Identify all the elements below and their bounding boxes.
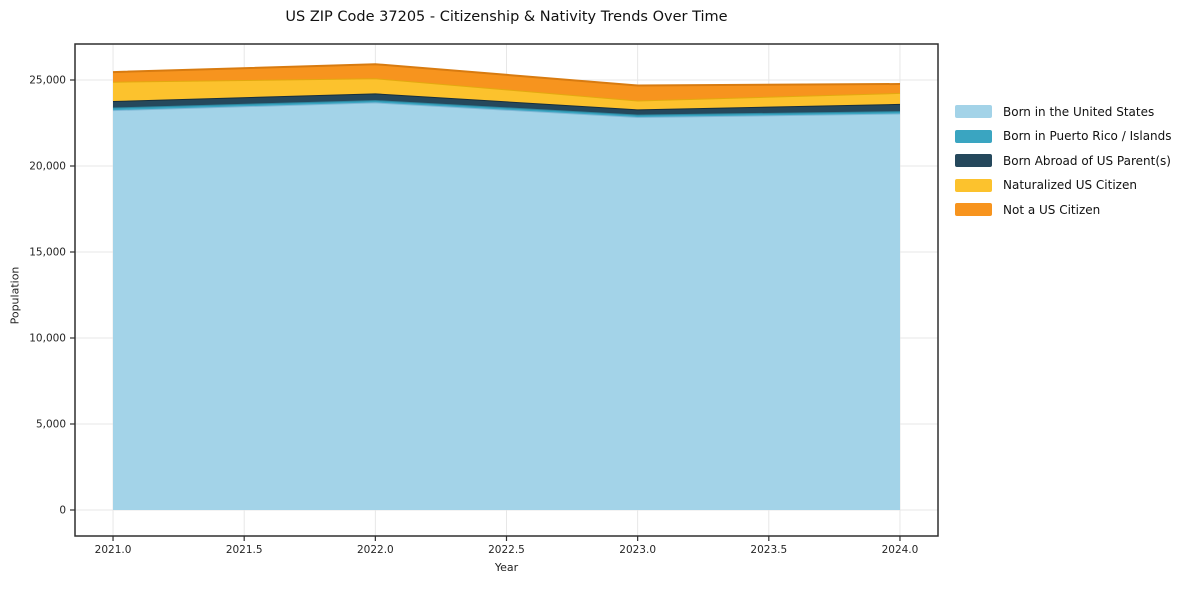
area-band-0 — [113, 102, 900, 511]
legend-swatch-puerto-rico — [955, 129, 992, 143]
legend-label-born-abroad: Born Abroad of US Parent(s) — [1003, 153, 1171, 168]
x-tick-label: 2023.0 — [619, 544, 656, 556]
stack-areas — [112, 63, 901, 511]
legend-item-born-abroad: Born Abroad of US Parent(s) — [955, 153, 1172, 168]
y-tick-label: 20,000 — [29, 160, 66, 172]
legend-swatch-naturalized — [955, 178, 992, 192]
legend-label-born-us: Born in the United States — [1003, 104, 1155, 119]
x-tick-label: 2023.5 — [750, 544, 787, 556]
y-tick-label: 0 — [59, 504, 66, 516]
y-tick-label: 10,000 — [29, 332, 66, 344]
x-tick-labels: 2021.0 2021.5 2022.0 2022.5 2023.0 2023.5 2024… — [95, 544, 919, 556]
legend-item-puerto-rico: Born in Puerto Rico / Islands — [955, 129, 1172, 143]
x-tick-label: 2022.0 — [357, 544, 394, 556]
legend-swatch-born-us — [955, 105, 992, 118]
x-tick-label: 2021.0 — [95, 544, 132, 556]
legend-item-naturalized: Naturalized US Citizen — [955, 178, 1172, 192]
y-tick-label: 5,000 — [36, 418, 66, 430]
legend-item-born-us: Born in the United States — [955, 104, 1172, 119]
legend-label-naturalized: Naturalized US Citizen — [1003, 178, 1137, 192]
tick-marks — [70, 79, 901, 541]
area-band-1 — [113, 100, 900, 117]
legend-item-not-citizen: Not a US Citizen — [955, 202, 1172, 217]
x-tick-label: 2024.0 — [882, 544, 919, 556]
legend-label-not-citizen: Not a US Citizen — [1003, 202, 1101, 217]
area-band-2 — [113, 93, 900, 115]
legend: Born in the United States Born in Puerto… — [955, 105, 1172, 228]
area-band-3 — [113, 78, 900, 110]
x-tick-label: 2021.5 — [226, 544, 263, 556]
y-axis-label: Population — [8, 266, 22, 325]
legend-swatch-not-citizen — [955, 203, 992, 216]
legend-label-puerto-rico: Born in Puerto Rico / Islands — [1003, 129, 1172, 143]
area-band-4 — [113, 64, 900, 101]
legend-swatch-born-abroad — [955, 154, 992, 167]
y-tick-label: 25,000 — [29, 74, 66, 86]
y-tick-label: 15,000 — [29, 246, 66, 258]
area-edge-4 — [112, 63, 901, 87]
chart-title: US ZIP Code 37205 - Citizenship & Nativi… — [285, 9, 728, 25]
x-tick-label: 2022.5 — [488, 544, 525, 556]
y-tick-labels: 0 5,000 10,000 15,000 20,000 25,000 — [29, 74, 66, 516]
x-axis-label: Year — [494, 561, 519, 574]
